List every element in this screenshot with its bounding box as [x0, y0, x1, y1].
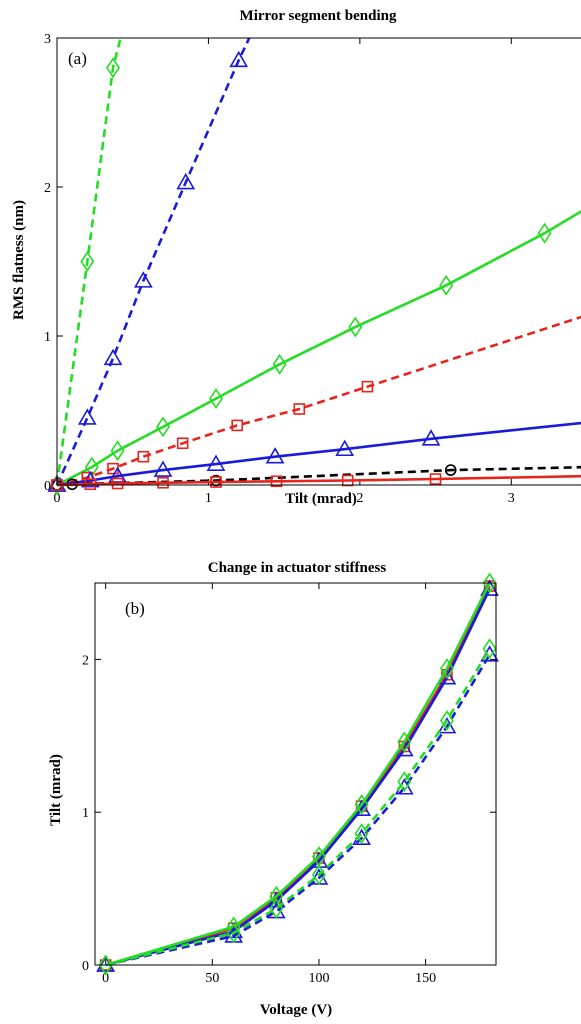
- panel-a-series-2-point: [537, 222, 552, 244]
- panel-b-series-2-point: [482, 572, 497, 594]
- panel-a-series-4-point: [335, 439, 355, 457]
- panel-a-xlabel: Tilt (mrad): [285, 491, 357, 507]
- panel-a-series-2-line: [56, 209, 581, 487]
- panel-b-series-4-point: [354, 823, 369, 845]
- panel-b-series-2-point: [354, 794, 369, 816]
- panel-b-series-2-point: [439, 658, 454, 680]
- panel-a-xtick-label: 0: [54, 491, 61, 506]
- panel-b-ytick-label: 0: [82, 959, 89, 974]
- panel-a-chart: Mirror segment bending (a) Tilt (mrad) R…: [11, 8, 581, 507]
- panel-a-series-3-point: [137, 450, 150, 463]
- panel-a-series-3-point: [293, 403, 306, 415]
- panel-a-series-6-point: [157, 476, 169, 489]
- panel-a-ticks: 0 1 2 3 0 1 2 3: [44, 32, 515, 506]
- panel-a-series-2-point: [348, 316, 363, 338]
- panel-a-ytick-label: 1: [44, 330, 51, 345]
- panel-a-series-6-point: [111, 477, 124, 490]
- panel-a-series-1-point: [133, 271, 153, 288]
- panel-a-label: (a): [68, 49, 87, 68]
- panel-b-series-4-point: [226, 922, 241, 944]
- panel-b-series-4-point: [439, 710, 454, 731]
- panel-b-xtick-label: 100: [308, 971, 329, 986]
- panel-b-xlabel: Voltage (V): [260, 1002, 332, 1018]
- panel-a-series-5-line: [56, 465, 581, 487]
- panel-a-series-1-point: [229, 50, 249, 68]
- panel-b-label: (b): [125, 599, 145, 618]
- panel-b-series-4-point: [98, 954, 113, 976]
- panel-b-series: [96, 572, 499, 976]
- panel-b-series-2-point: [397, 731, 412, 753]
- panel-b-series-4-line: [105, 648, 491, 967]
- panel-b-series-3-line: [105, 654, 491, 967]
- panel-a-ytick-label: 2: [44, 181, 51, 196]
- panel-b-xtick-label: 150: [415, 971, 436, 986]
- panel-b-series-0-line: [105, 585, 491, 967]
- panel-b-ylabel: Tilt (mrad): [48, 754, 64, 826]
- panel-a-series-3-point: [231, 419, 243, 432]
- panel-a-series-6-line: [56, 474, 581, 487]
- panel-a-series-2-point: [272, 353, 287, 375]
- panel-b-series-1-line: [105, 588, 491, 967]
- panel-b-title: Change in actuator stiffness: [208, 560, 387, 576]
- panel-b-ytick-label: 2: [82, 653, 89, 668]
- panel-b-series-2-line: [105, 582, 491, 967]
- panel-b-series-2-point: [269, 885, 284, 907]
- panel-a-series-0-line: [55, 37, 122, 486]
- panel-a-ytick-label: 0: [44, 479, 51, 494]
- panel-b-xtick-label: 50: [205, 971, 219, 986]
- panel-b-ytick-label: 1: [82, 806, 89, 821]
- panel-b-frame: [94, 582, 497, 966]
- panel-a-xtick-label: 1: [205, 491, 212, 506]
- panel-a-series-5-point: [444, 464, 457, 476]
- panel-a-xtick-label: 3: [508, 491, 515, 506]
- panel-a-series-3-line: [56, 315, 581, 487]
- panel-b-ticks: 0 50 100 150 0 1 2: [82, 583, 496, 986]
- panel-a-xtick-label: 2: [356, 491, 363, 506]
- panel-a-series-4-point: [108, 466, 127, 483]
- panel-a-series-2-point: [209, 388, 223, 410]
- panel-a-series-2-point: [439, 274, 454, 296]
- panel-b-series-4-point: [312, 864, 326, 886]
- panel-b-series-4-point: [397, 771, 412, 793]
- panel-a-series-4-point: [421, 429, 441, 446]
- panel-a-series-3-point: [361, 380, 374, 393]
- panel-a-ytick-label: 3: [44, 32, 51, 47]
- panel-a-series-3-point: [176, 437, 189, 450]
- panel-a-series-4-point: [206, 454, 226, 471]
- panel-a-series-6-point: [270, 475, 283, 488]
- panel-a-series-1-point: [103, 348, 123, 366]
- panel-b-xtick-label: 0: [102, 971, 109, 986]
- panel-a-series-4-point: [153, 460, 173, 477]
- panel-a-series-0-point: [106, 57, 120, 79]
- panel-b-series-4-point: [482, 638, 497, 660]
- panel-a-series-1-point: [176, 172, 196, 190]
- panel-a-series: [47, 37, 581, 496]
- panel-a-series-6-point: [84, 478, 97, 491]
- panel-a-series-1-line: [55, 37, 251, 486]
- panel-a-series-4-point: [265, 447, 285, 464]
- panel-b-chart: Change in actuator stiffness (b) Voltage…: [48, 560, 499, 1018]
- panel-a-series-6-point: [210, 476, 222, 488]
- panel-a-series-6-point: [341, 474, 354, 487]
- panel-a-series-4-line: [56, 421, 581, 487]
- panel-a-series-0-point: [80, 251, 95, 272]
- panel-b-series-4-point: [269, 898, 284, 919]
- panel-a-title: Mirror segment bending: [240, 8, 397, 24]
- panel-a-series-2-point: [156, 416, 170, 438]
- panel-a-series-1-point: [77, 408, 97, 425]
- panel-a-series-2-point: [110, 440, 125, 462]
- panel-a-ylabel: RMS flatness (nm): [11, 200, 27, 320]
- panel-a-series-6-point: [429, 473, 442, 485]
- panel-a-frame: [56, 37, 581, 486]
